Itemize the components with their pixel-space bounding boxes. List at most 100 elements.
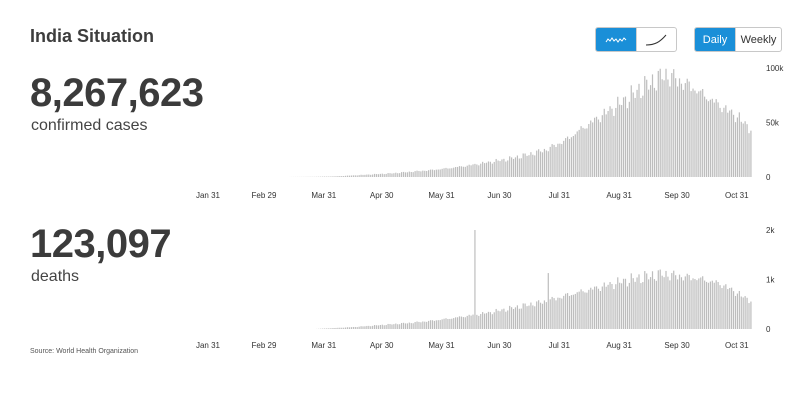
- cases-bar: [456, 166, 459, 177]
- cases-bar: [426, 170, 428, 177]
- deaths-bar: [609, 282, 611, 329]
- deaths-bar: [611, 284, 613, 329]
- deaths-bar: [337, 327, 339, 329]
- cases-bar: [501, 159, 503, 177]
- cases-bar: [366, 174, 368, 177]
- cases-bar: [690, 91, 692, 177]
- cases-bar: [445, 167, 447, 177]
- deaths-bar: [705, 281, 708, 329]
- deaths-bar: [615, 284, 617, 329]
- daily-button[interactable]: Daily: [695, 28, 735, 51]
- deaths-bar: [399, 324, 401, 329]
- period-toggle[interactable]: Daily Weekly: [694, 27, 782, 52]
- deaths-bar: [649, 277, 652, 329]
- cases-bar: [356, 175, 358, 177]
- deaths-bar: [592, 289, 594, 329]
- deaths-bar: [653, 279, 656, 329]
- cases-bar: [624, 96, 627, 177]
- cases-bar: [671, 73, 673, 177]
- deaths-bar: [487, 311, 490, 329]
- deaths-bar: [709, 281, 711, 329]
- deaths-bar: [391, 324, 393, 329]
- deaths-bar: [719, 285, 721, 329]
- cases-bar: [449, 168, 451, 177]
- cases-bar: [399, 173, 401, 177]
- deaths-bar: [433, 320, 436, 329]
- deaths-bar: [483, 313, 486, 329]
- deaths-bar: [619, 282, 621, 329]
- cases-y-tick-label: 50k: [766, 119, 780, 128]
- daily-bars-view-button[interactable]: [596, 28, 636, 51]
- deaths-bar: [549, 299, 551, 329]
- deaths-bar: [539, 302, 542, 329]
- deaths-bar: [732, 291, 735, 329]
- deaths-bar: [731, 287, 733, 329]
- cases-bar: [566, 136, 569, 177]
- cases-bar: [412, 172, 414, 177]
- cases-bar: [570, 137, 573, 177]
- deaths-label: deaths: [31, 268, 80, 285]
- cases-bar: [339, 176, 341, 177]
- deaths-bar: [464, 317, 466, 329]
- weekly-button[interactable]: Weekly: [735, 28, 781, 51]
- deaths-bar: [393, 324, 395, 329]
- deaths-bar: [368, 325, 370, 329]
- deaths-bar: [354, 326, 356, 329]
- cases-bar: [424, 170, 426, 177]
- cases-bar: [364, 174, 366, 177]
- cases-bar: [725, 105, 727, 177]
- cases-bar: [539, 151, 542, 177]
- cases-bar: [667, 79, 669, 177]
- cumulative-view-button[interactable]: [635, 28, 677, 51]
- deaths-bar: [684, 276, 686, 329]
- deaths-bar: [563, 295, 565, 329]
- chart-type-toggle[interactable]: [595, 27, 677, 52]
- deaths-bar: [381, 324, 383, 329]
- cases-bar: [482, 161, 484, 177]
- cases-bar: [373, 173, 376, 177]
- cases-bar: [613, 115, 615, 177]
- cumulative-curve-icon: [646, 34, 667, 45]
- cases-bar: [694, 90, 696, 177]
- deaths-bar: [688, 275, 690, 329]
- cases-bar: [541, 152, 544, 177]
- deaths-bar: [538, 300, 540, 329]
- deaths-bar: [514, 307, 517, 329]
- deaths-bar: [628, 282, 630, 329]
- deaths-total: 123,097: [30, 222, 172, 266]
- cases-bar: [572, 136, 574, 177]
- cases-bar: [607, 111, 609, 177]
- cases-bar: [669, 86, 671, 177]
- deaths-bar: [543, 300, 546, 329]
- cases-bar: [729, 110, 731, 177]
- cases-bar: [408, 171, 410, 177]
- cases-bar: [750, 130, 752, 177]
- cases-bar: [543, 148, 546, 177]
- bar-wave-icon: [605, 36, 627, 43]
- deaths-bar: [715, 280, 717, 329]
- deaths-bar: [588, 289, 590, 329]
- cases-bar: [483, 163, 486, 177]
- deaths-bar: [605, 286, 607, 329]
- deaths-bar: [480, 314, 482, 329]
- deaths-bar: [395, 323, 397, 329]
- cases-bar: [574, 134, 576, 177]
- deaths-bar: [646, 273, 648, 329]
- deaths-bar: [524, 303, 526, 329]
- deaths-bar: [686, 273, 688, 329]
- cases-bar: [534, 155, 536, 177]
- deaths-bar: [678, 274, 681, 329]
- deaths-bar: [740, 296, 742, 329]
- deaths-bar: [545, 302, 547, 329]
- cases-bar: [748, 133, 750, 177]
- deaths-bar: [675, 275, 677, 329]
- cases-bar: [619, 104, 621, 177]
- cases-bar: [345, 175, 347, 177]
- cases-bar: [453, 167, 455, 177]
- deaths-bar: [516, 305, 518, 329]
- cases-bar: [393, 173, 395, 177]
- deaths-bar: [414, 322, 416, 329]
- cases-bar: [563, 140, 565, 177]
- cases-bar: [603, 108, 605, 177]
